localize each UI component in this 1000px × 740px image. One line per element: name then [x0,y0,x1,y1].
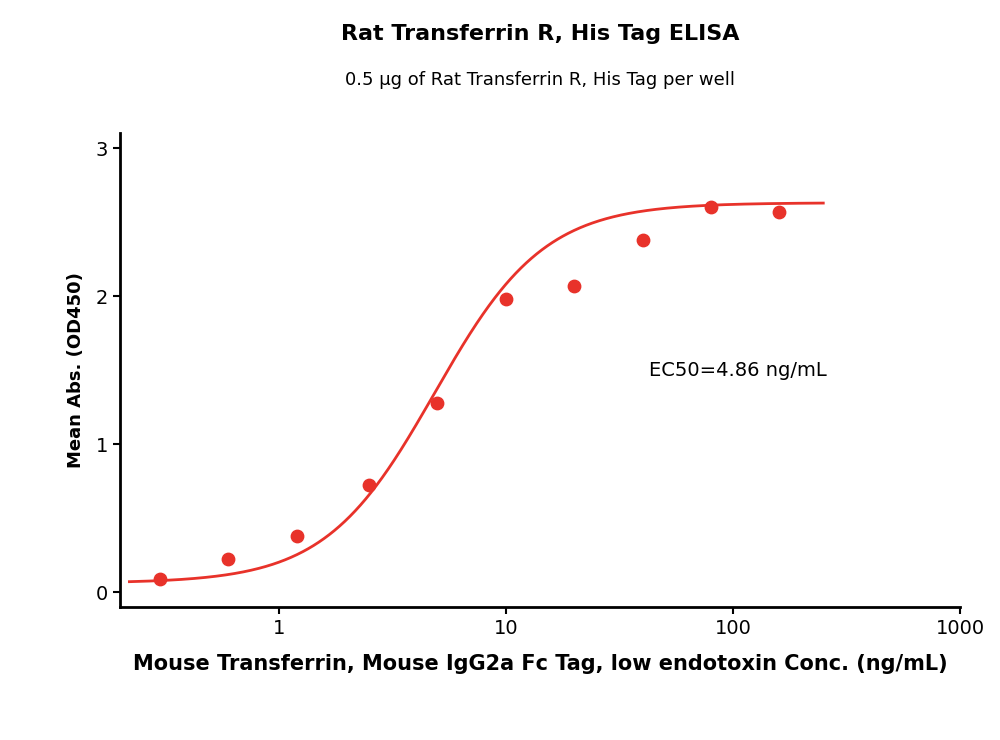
Text: Rat Transferrin R, His Tag ELISA: Rat Transferrin R, His Tag ELISA [341,24,739,44]
Point [289,530,305,542]
Point [771,206,787,218]
Point [152,573,168,585]
Point [566,280,582,292]
Point [220,554,236,565]
X-axis label: Mouse Transferrin, Mouse IgG2a Fc Tag, low endotoxin Conc. (ng/mL): Mouse Transferrin, Mouse IgG2a Fc Tag, l… [133,654,947,674]
Point [361,480,377,491]
Point [498,293,514,305]
Text: 0.5 μg of Rat Transferrin R, His Tag per well: 0.5 μg of Rat Transferrin R, His Tag per… [345,71,735,89]
Point [703,201,719,213]
Point [429,397,445,408]
Text: EC50=4.86 ng/mL: EC50=4.86 ng/mL [649,360,827,380]
Point [635,234,651,246]
Y-axis label: Mean Abs. (OD450): Mean Abs. (OD450) [67,272,85,468]
